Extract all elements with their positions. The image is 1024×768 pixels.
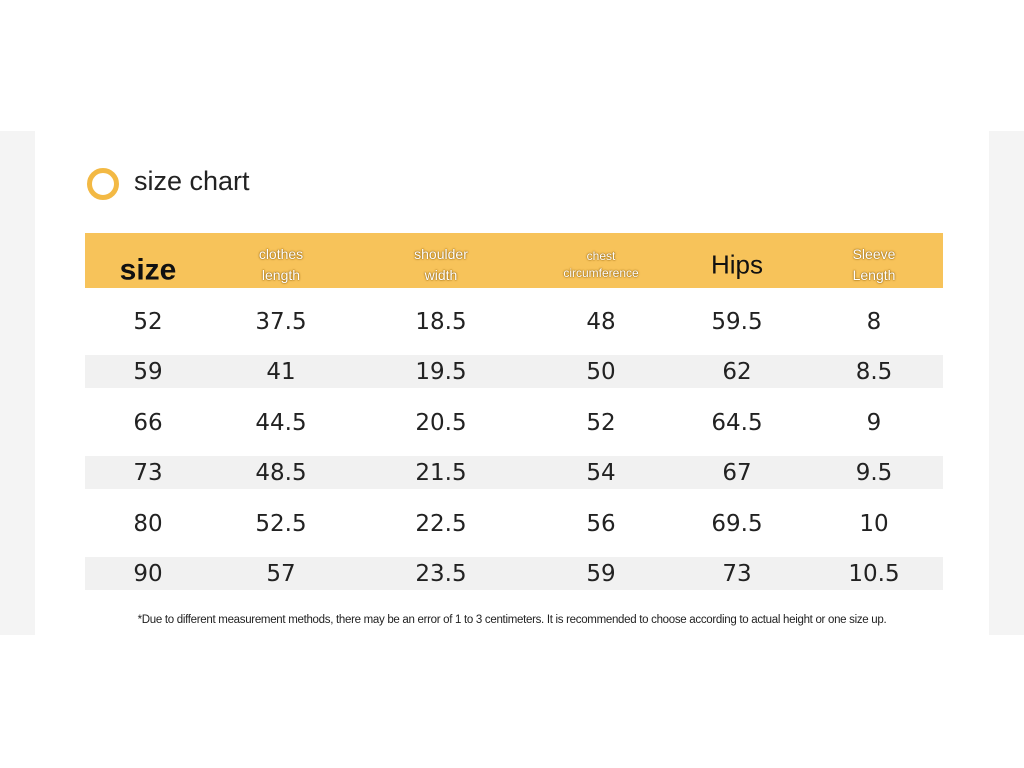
table-cell: 52 (133, 309, 163, 335)
column-header: Sleeve Length (852, 246, 896, 283)
row-band (85, 456, 943, 490)
table-cell: 22.5 (415, 510, 467, 537)
column-header: Hips (710, 249, 764, 280)
row-band (85, 355, 943, 389)
side-panel (0, 131, 35, 635)
column-header: size (119, 253, 177, 287)
table-cell: 59.5 (711, 309, 763, 335)
table-cell: 48 (586, 309, 616, 335)
table-cell: 57 (266, 561, 296, 587)
table-cell: 10 (859, 510, 889, 537)
table-cell: 52.5 (255, 510, 307, 537)
title: size chart (134, 166, 250, 196)
table-cell: 59 (586, 561, 616, 587)
table-cell: 64.5 (711, 409, 763, 436)
table-cell: 73 (722, 561, 752, 587)
table-cell: 23.5 (415, 561, 467, 587)
table-cell: 9.5 (855, 460, 893, 487)
table-cell: 66 (133, 409, 163, 436)
header-band (85, 233, 943, 288)
column-header: chest circumference (563, 249, 639, 280)
table-cell: 59 (133, 359, 163, 386)
table-cell: 90 (133, 561, 163, 587)
footnote: *Due to different measurement methods, t… (137, 614, 887, 626)
table-cell: 8.5 (855, 359, 893, 386)
side-panel (989, 131, 1024, 635)
table-cell: 41 (266, 359, 296, 386)
table-cell: 73 (133, 460, 163, 487)
table-cell: 9 (866, 409, 882, 436)
table-cell: 62 (722, 359, 752, 386)
column-header: clothes length (258, 246, 304, 283)
table-cell: 19.5 (415, 359, 467, 386)
row-band (85, 557, 943, 590)
table-cell: 69.5 (711, 510, 763, 537)
table-cell: 54 (586, 460, 616, 487)
table-cell: 56 (586, 510, 616, 537)
title-icon (87, 168, 119, 200)
table-cell: 21.5 (415, 460, 467, 487)
table-cell: 37.5 (255, 309, 307, 335)
table-cell: 48.5 (255, 460, 307, 487)
table-cell: 10.5 (848, 561, 900, 587)
table-cell: 8 (866, 309, 882, 335)
table-cell: 52 (586, 409, 616, 436)
table-cell: 18.5 (415, 309, 467, 335)
column-header: shoulder width (414, 246, 468, 283)
table-cell: 20.5 (415, 409, 467, 436)
table-cell: 67 (722, 460, 752, 487)
table-cell: 44.5 (255, 409, 307, 436)
table-cell: 80 (133, 510, 163, 537)
table-cell: 50 (586, 359, 616, 386)
